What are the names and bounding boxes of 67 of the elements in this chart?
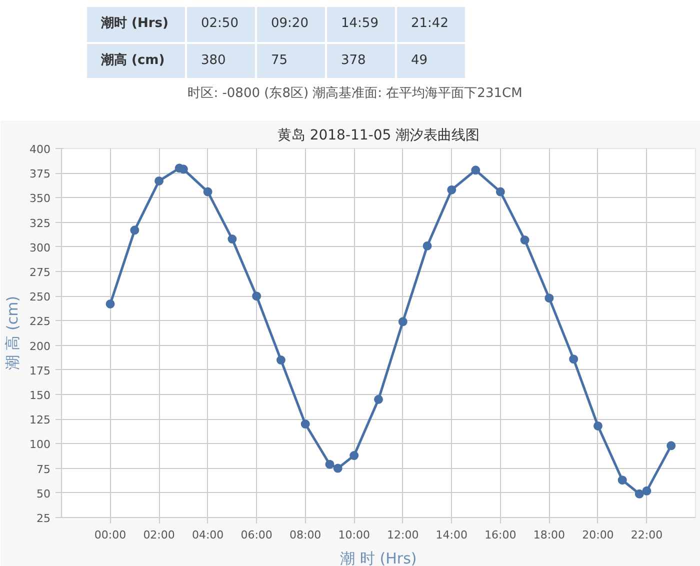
y-tick-label: 200 <box>30 340 51 353</box>
y-tick-label: 375 <box>30 168 51 181</box>
point <box>471 166 480 175</box>
point <box>398 317 408 326</box>
x-tick-label: 00:00 <box>94 528 126 542</box>
y-tick-label: 175 <box>30 364 51 378</box>
point <box>203 187 212 196</box>
chart-title: 黄岛 2018-11-05 潮汐表曲线图 <box>277 128 480 144</box>
point <box>618 476 627 485</box>
text: 潮时 (Hrs) <box>86 6 186 43</box>
text: 14:59 <box>326 6 396 43</box>
x-tick-label: 06:00 <box>240 528 272 542</box>
point <box>520 236 530 245</box>
text: 378 <box>326 42 396 80</box>
text: 21:42 <box>396 6 466 43</box>
text: 02:50 <box>186 6 256 43</box>
point <box>106 299 115 308</box>
point <box>569 354 578 364</box>
x-axis-title: 潮 时 (Hrs) <box>340 550 417 566</box>
point <box>350 451 359 460</box>
x-tick-label: 10:00 <box>338 528 370 542</box>
point <box>130 226 140 235</box>
text: 09:20 <box>256 6 326 43</box>
y-tick-label: 350 <box>30 192 51 206</box>
y-tick-label: 400 <box>30 143 51 156</box>
y-tick-label: 100 <box>30 438 51 452</box>
x-tick-label: 08:00 <box>289 528 322 542</box>
x-tick-label: 16:00 <box>484 528 516 542</box>
y-axis-title: 潮 高 (cm) <box>4 296 22 370</box>
point <box>228 234 237 244</box>
point <box>593 421 602 430</box>
point <box>634 489 644 498</box>
point <box>447 185 456 194</box>
x-tick-label: 20:00 <box>582 528 614 542</box>
text: 潮高 (cm) <box>86 42 186 80</box>
point <box>496 187 505 196</box>
point <box>422 241 432 250</box>
point <box>154 176 164 186</box>
text: 380 <box>186 42 256 80</box>
x-tick-label: 04:00 <box>192 528 224 542</box>
y-tick-label: 25 <box>36 512 51 525</box>
point <box>374 394 383 404</box>
y-tick-label: 50 <box>36 487 51 500</box>
y-tick-label: 275 <box>30 266 51 279</box>
point <box>300 420 310 429</box>
point <box>642 486 652 496</box>
text: 75 <box>256 42 326 80</box>
x-tick-label: 22:00 <box>630 528 663 542</box>
text: 时区: -0800 (东8区) 潮高基准面: 在平均海平面下231CM <box>186 85 524 103</box>
point <box>333 464 342 473</box>
y-tick-label: 300 <box>30 241 51 254</box>
point <box>544 294 554 303</box>
y-tick-label: 75 <box>36 462 51 476</box>
y-tick-label: 250 <box>30 290 51 304</box>
point <box>276 356 286 365</box>
y-tick-label: 225 <box>30 315 51 328</box>
x-tick-label: 14:00 <box>436 528 468 542</box>
point <box>252 292 262 301</box>
y-tick-label: 150 <box>30 389 51 402</box>
y-tick-label: 125 <box>30 414 51 427</box>
point <box>666 441 676 450</box>
text: 49 <box>396 42 466 80</box>
x-tick-label: 12:00 <box>387 528 419 542</box>
x-tick-label: 02:00 <box>143 528 175 542</box>
y-tick-label: 325 <box>30 216 51 230</box>
point <box>325 460 334 469</box>
x-tick-label: 18:00 <box>533 528 566 542</box>
